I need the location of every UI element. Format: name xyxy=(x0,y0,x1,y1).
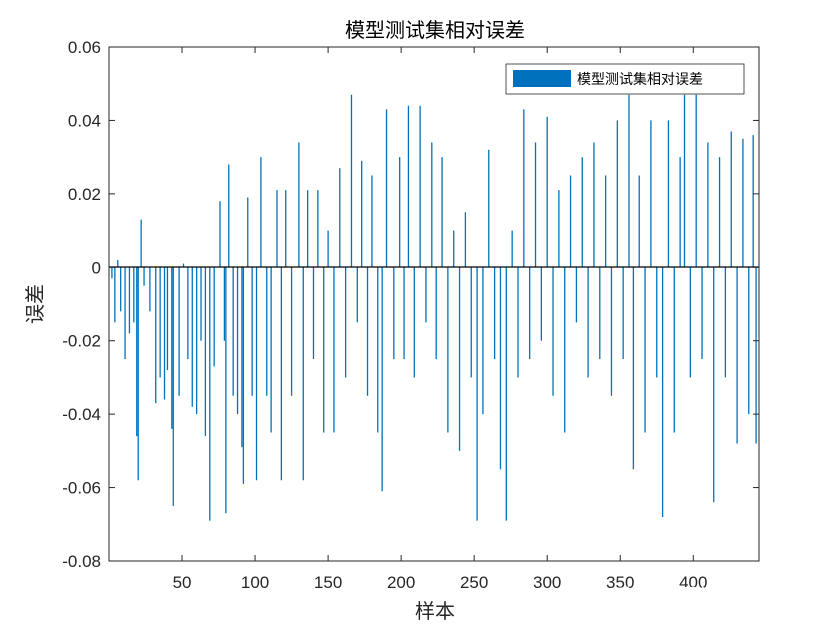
y-tick-label-5: 0.02 xyxy=(68,185,101,204)
chart-title: 模型测试集相对误差 xyxy=(345,18,525,42)
x-tick-label-5: 300 xyxy=(533,573,561,592)
y-tick-label-4: 0 xyxy=(92,258,101,277)
x-tick-label-1: 100 xyxy=(241,573,269,592)
x-axis: 50 100 150 200 250 300 350 400 xyxy=(173,47,707,592)
legend: 模型测试集相对误差 xyxy=(505,63,745,95)
plot-area xyxy=(108,46,760,562)
x-tick-label-6: 350 xyxy=(606,573,634,592)
y-tick-label-0: -0.08 xyxy=(62,552,101,571)
x-tick-label-4: 250 xyxy=(460,573,488,592)
y-tick-label-7: 0.06 xyxy=(68,38,101,57)
y-tick-label-1: -0.06 xyxy=(62,479,101,498)
y-axis-label: 误差 xyxy=(23,284,47,324)
y-tick-label-6: 0.04 xyxy=(68,111,101,130)
bar-series xyxy=(111,94,757,521)
x-tick-label-0: 50 xyxy=(173,573,192,592)
x-axis-label: 样本 xyxy=(415,599,455,623)
watermark: 知乎 @机器学习之心 xyxy=(592,584,778,608)
y-tick-label-2: -0.04 xyxy=(62,405,101,424)
legend-label: 模型测试集相对误差 xyxy=(577,71,703,88)
y-tick-label-3: -0.02 xyxy=(62,332,101,351)
x-tick-label-3: 200 xyxy=(387,573,415,592)
y-axis: -0.08 -0.06 -0.04 -0.02 0 0.02 0.04 0.06 xyxy=(62,38,759,571)
x-tick-label-2: 150 xyxy=(314,573,342,592)
legend-swatch xyxy=(513,70,571,87)
x-tick-label-7: 400 xyxy=(679,573,707,592)
